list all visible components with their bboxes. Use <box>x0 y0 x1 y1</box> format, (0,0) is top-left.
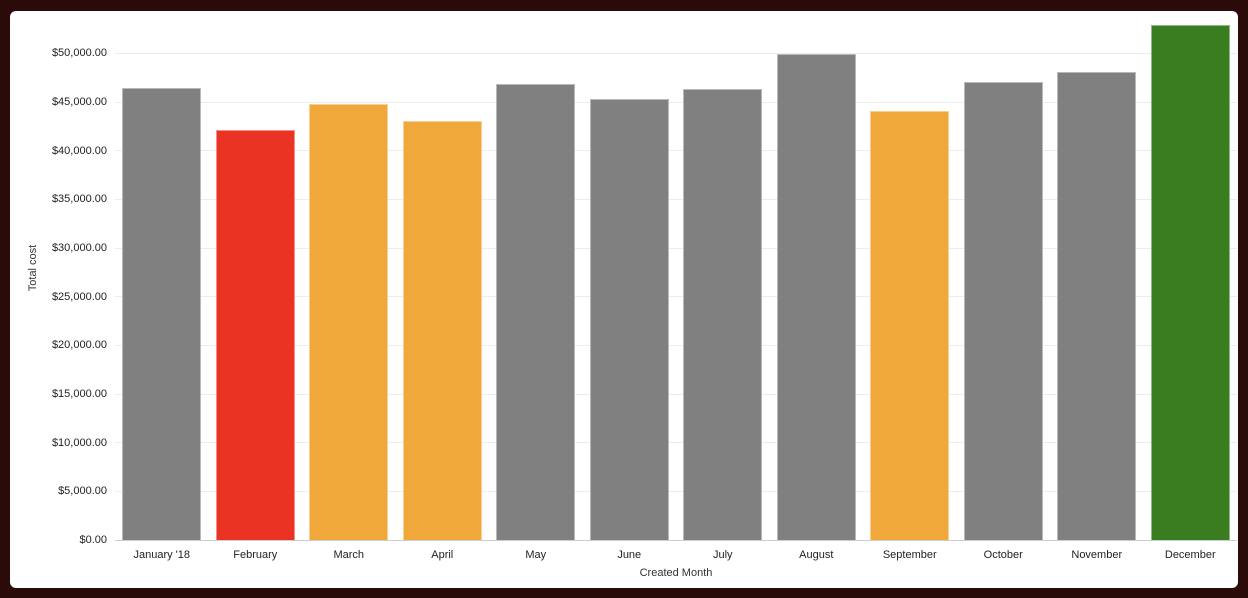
y-tick-label: $10,000.00 <box>51 436 107 449</box>
x-tick-label: May <box>525 549 547 561</box>
gridline <box>115 442 1237 444</box>
bar-july[interactable] <box>683 88 763 540</box>
x-tick-label: March <box>333 549 365 561</box>
x-tick-label: June <box>617 549 642 561</box>
x-tick-label: April <box>431 549 454 561</box>
gridline <box>115 198 1237 200</box>
x-tick-label: February <box>233 549 278 561</box>
x-tick-label: October <box>983 549 1023 561</box>
bar-august[interactable] <box>776 54 856 540</box>
bar-may[interactable] <box>496 83 576 540</box>
y-tick-label: $20,000.00 <box>51 339 107 352</box>
plot-area <box>115 24 1237 541</box>
bar-january-18[interactable] <box>122 87 202 540</box>
y-tick-label: $50,000.00 <box>51 47 107 60</box>
gridline <box>115 101 1237 103</box>
y-tick-label: $35,000.00 <box>51 193 107 206</box>
y-tick-label: $45,000.00 <box>51 96 107 109</box>
bar-june[interactable] <box>589 99 669 540</box>
x-tick-label: December <box>1164 549 1216 561</box>
bar-september[interactable] <box>870 110 950 540</box>
bar-march[interactable] <box>309 104 389 540</box>
x-tick-label: August <box>799 549 834 561</box>
bar-april[interactable] <box>402 120 482 540</box>
x-tick-label: January '18 <box>133 549 191 561</box>
gridline <box>115 393 1237 395</box>
bar-december[interactable] <box>1150 25 1230 540</box>
gridline <box>115 296 1237 298</box>
chart-card: Total cost Created Month $0.00 $5,000.00 $… <box>10 11 1238 588</box>
x-tick-label: July <box>712 549 733 561</box>
bar-november[interactable] <box>1057 71 1137 540</box>
x-tick-label: September <box>882 549 937 561</box>
y-tick-label: $25,000.00 <box>51 290 107 303</box>
gridline <box>115 52 1237 54</box>
gridline <box>115 247 1237 249</box>
bar-october[interactable] <box>963 81 1043 540</box>
x-tick-label: November <box>1071 549 1123 561</box>
gridline <box>115 150 1237 152</box>
x-axis-title: Created Month <box>639 567 713 579</box>
bar-february[interactable] <box>215 130 295 540</box>
y-tick-label: $30,000.00 <box>51 242 107 255</box>
y-tick-label: $40,000.00 <box>51 144 107 157</box>
y-tick-label: $0.00 <box>79 534 107 546</box>
gridline <box>115 490 1237 492</box>
x-axis-baseline <box>115 539 1237 541</box>
y-tick-label: $5,000.00 <box>58 485 107 498</box>
gridline <box>115 344 1237 346</box>
y-tick-label: $15,000.00 <box>51 388 107 401</box>
